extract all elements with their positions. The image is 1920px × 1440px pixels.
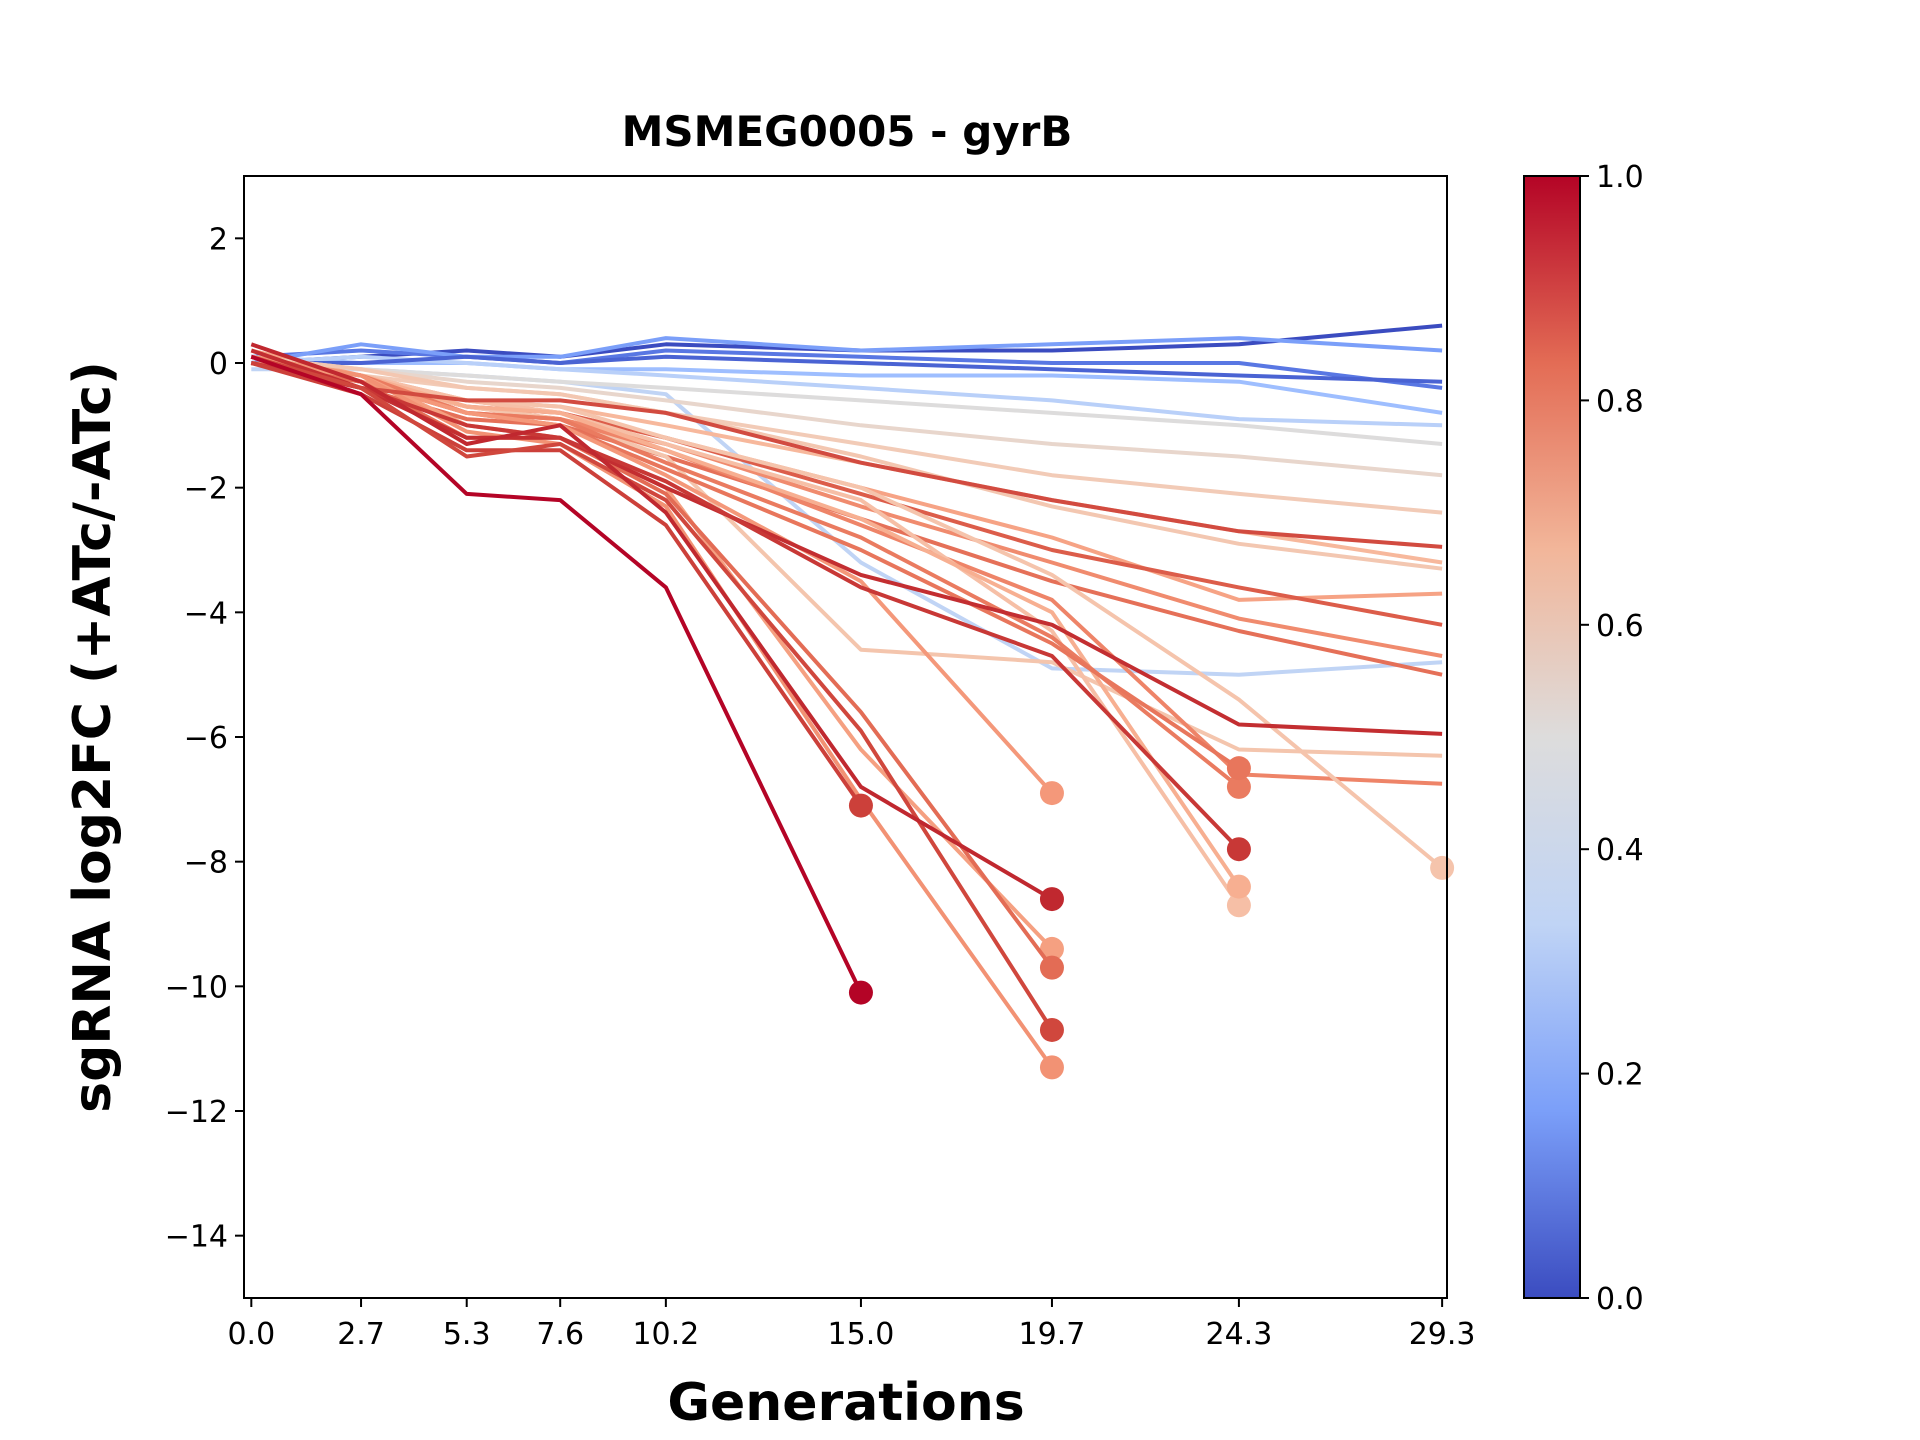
x-axis-label: Generations: [667, 1373, 1024, 1433]
end-marker: [1226, 893, 1251, 918]
end-marker: [848, 980, 873, 1005]
series-line: [251, 348, 1443, 390]
x-tick-label: 0.0: [227, 1317, 275, 1352]
end-marker: [1430, 855, 1455, 880]
colorbar: [1523, 175, 1581, 1299]
series-line: [250, 336, 1443, 365]
series-line: [251, 354, 1443, 478]
y-tick-label: −6: [184, 721, 228, 756]
end-marker: [1039, 955, 1064, 980]
series-line: [250, 342, 1054, 901]
plot-frame: [243, 175, 1448, 1299]
series-line: [251, 361, 1444, 870]
x-tick-label: 7.6: [536, 1317, 584, 1352]
x-tick-label: 19.7: [1019, 1317, 1086, 1352]
colorbar-tick-label: 0.2: [1596, 1058, 1644, 1093]
colorbar-tick-label: 1.0: [1596, 160, 1644, 195]
y-tick-label: −10: [165, 970, 228, 1005]
end-marker: [848, 793, 873, 818]
end-marker: [1226, 874, 1251, 899]
end-marker: [1226, 756, 1251, 781]
end-marker: [1226, 837, 1251, 862]
y-tick-label: −12: [165, 1095, 228, 1130]
colorbar-tick-label: 0.6: [1596, 609, 1644, 644]
series-line: [251, 354, 1443, 415]
plot-area: [250, 323, 1455, 1080]
y-tick-label: −14: [165, 1220, 228, 1255]
series-line: [250, 354, 863, 994]
colorbar-tick-label: 0.8: [1596, 384, 1644, 419]
series-line: [250, 354, 1241, 789]
x-tick-label: 29.3: [1409, 1317, 1476, 1352]
series-line: [250, 361, 1241, 851]
end-marker: [1039, 1017, 1064, 1042]
series-line: [251, 367, 1443, 677]
x-tick-label: 24.3: [1206, 1317, 1273, 1352]
y-tick-label: −2: [184, 472, 228, 507]
y-tick-label: −8: [184, 846, 228, 881]
y-axis-label: sgRNA log2FC (+ATc/-ATc): [63, 361, 123, 1113]
series-line: [251, 354, 1443, 428]
series-line: [250, 354, 1241, 770]
x-tick-label: 2.7: [337, 1317, 385, 1352]
y-tick-label: 2: [209, 222, 228, 257]
x-tick-label: 10.2: [632, 1317, 699, 1352]
series-line: [251, 361, 1443, 446]
end-marker: [1039, 1055, 1064, 1080]
series-line: [250, 354, 1054, 1032]
end-marker: [1039, 936, 1064, 961]
end-marker: [1039, 887, 1064, 912]
y-tick-label: −4: [184, 596, 228, 631]
x-tick-label: 15.0: [828, 1317, 895, 1352]
x-tick-label: 5.3: [443, 1317, 491, 1352]
series-line: [251, 323, 1443, 365]
chart-title: MSMEG0005 - gyrB: [622, 107, 1073, 156]
series-line: [250, 361, 1443, 549]
colorbar-tick-label: 0.0: [1596, 1282, 1644, 1317]
series-line: [251, 354, 1443, 384]
colorbar-tick-label: 0.4: [1596, 833, 1644, 868]
y-tick-label: 0: [209, 347, 228, 382]
end-marker: [1226, 774, 1251, 799]
end-marker: [1039, 781, 1064, 806]
